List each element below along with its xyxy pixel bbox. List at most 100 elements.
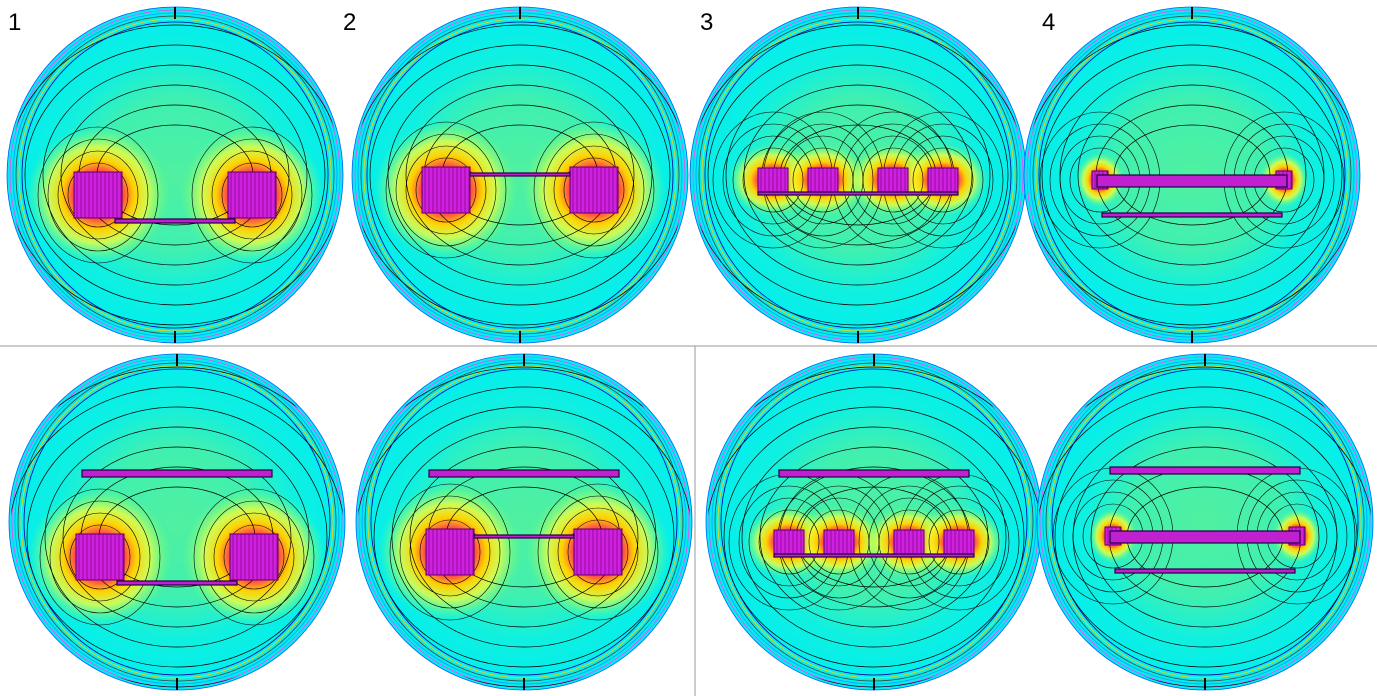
plate <box>1101 212 1283 218</box>
interior <box>11 366 343 688</box>
field-line <box>708 366 1040 688</box>
field-line <box>692 24 1024 326</box>
field-line <box>547 495 649 609</box>
field-line <box>42 64 308 286</box>
coil <box>73 171 123 219</box>
plate <box>81 469 273 478</box>
field-line <box>385 121 507 259</box>
field-line <box>557 507 639 597</box>
field-line <box>47 138 149 252</box>
panel-label: 2 <box>343 9 356 36</box>
field-line <box>9 24 341 326</box>
field-line <box>373 406 675 668</box>
panel <box>351 6 689 344</box>
plate <box>1096 174 1288 188</box>
field-line <box>62 446 292 628</box>
panel <box>1036 353 1374 691</box>
field-line <box>723 406 1025 668</box>
field-line <box>743 84 973 266</box>
coil <box>425 528 475 576</box>
field-line <box>537 483 659 621</box>
interior <box>708 366 1040 688</box>
field-line <box>553 145 635 235</box>
field-line <box>1026 24 1358 326</box>
field-line <box>543 133 645 247</box>
field-line <box>419 519 481 585</box>
field-line <box>69 524 131 590</box>
coil <box>75 533 125 581</box>
field-line <box>862 147 924 213</box>
field-line <box>912 147 974 213</box>
field-line <box>11 366 343 688</box>
panel-label: 1 <box>8 9 21 36</box>
interior <box>692 9 1024 341</box>
boundary-ring <box>366 21 674 329</box>
field-line <box>741 426 1007 648</box>
boundary-ring <box>1038 21 1346 329</box>
plate <box>778 469 970 478</box>
field-line <box>725 64 991 286</box>
plate <box>469 172 571 177</box>
plate <box>773 553 975 558</box>
field-line <box>878 509 940 575</box>
field-line <box>67 162 129 228</box>
field-line <box>389 483 511 621</box>
field-line <box>391 426 657 648</box>
field-line <box>44 426 310 648</box>
plate <box>1114 568 1296 574</box>
interior <box>9 9 341 341</box>
panel <box>355 353 693 691</box>
plate <box>114 218 236 224</box>
coil <box>569 166 619 214</box>
field-line <box>57 150 139 240</box>
field-line <box>409 507 491 597</box>
field-line <box>1090 446 1320 628</box>
field-line <box>563 157 625 223</box>
field-line <box>742 147 804 213</box>
field-line <box>399 495 501 609</box>
domain <box>1037 354 1373 690</box>
plate <box>428 469 620 478</box>
interior <box>354 9 686 341</box>
plate <box>473 534 575 539</box>
interior <box>1026 9 1358 341</box>
field-line <box>759 446 989 628</box>
field-line <box>405 145 487 235</box>
coil <box>573 528 623 576</box>
field-line <box>49 500 151 614</box>
panel-label: 3 <box>700 9 713 36</box>
field-line <box>405 84 635 266</box>
field-line <box>707 44 1009 306</box>
field-line <box>758 509 820 575</box>
field-line <box>533 121 655 259</box>
field-line <box>409 446 639 628</box>
field-line <box>221 162 283 228</box>
field-line <box>369 44 671 306</box>
field-line <box>928 509 990 575</box>
plate <box>757 191 959 196</box>
plate <box>1109 530 1301 544</box>
boundary-ring <box>23 368 331 676</box>
panel <box>1023 6 1361 344</box>
field-line <box>191 126 313 264</box>
field-line <box>567 519 629 585</box>
field-line <box>211 150 293 240</box>
field-line <box>39 488 161 626</box>
field-line <box>387 64 653 286</box>
boundary-ring <box>370 368 678 676</box>
field-line <box>1077 84 1307 266</box>
boundary-ring <box>704 21 1012 329</box>
field-line <box>213 512 295 602</box>
plate <box>116 580 238 586</box>
boundary-ring <box>1051 368 1359 676</box>
field-line <box>1039 366 1371 688</box>
panel <box>689 6 1027 344</box>
field-line <box>37 126 159 264</box>
field-line <box>415 157 477 223</box>
field-line <box>354 24 686 326</box>
field-line <box>203 500 305 614</box>
field-line <box>1054 406 1356 668</box>
field-line <box>60 84 290 266</box>
